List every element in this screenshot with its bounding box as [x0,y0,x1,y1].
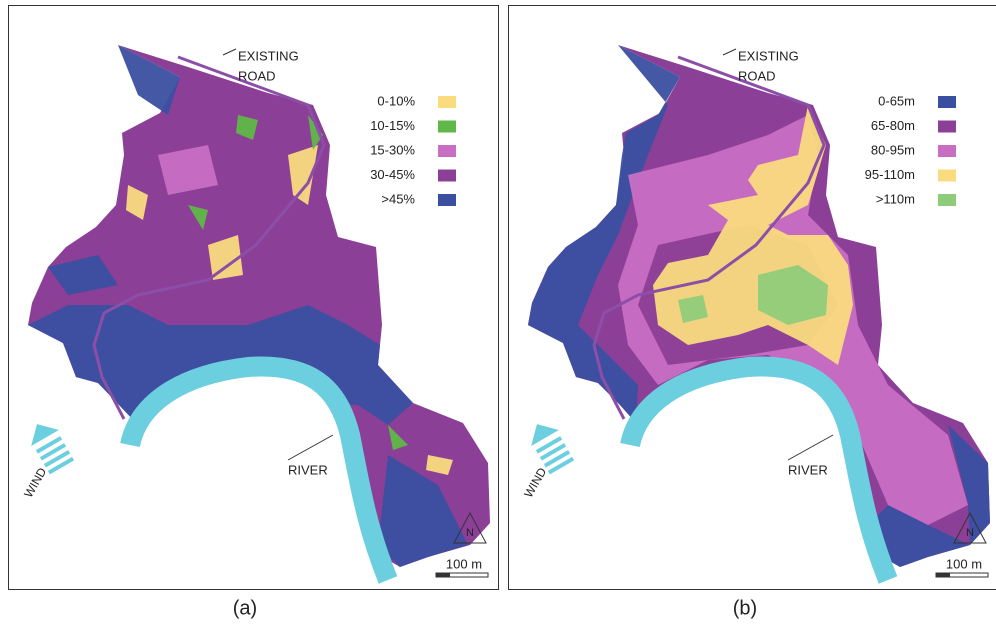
panel-caption: (a) [233,597,257,619]
scale-label: 100 m [946,556,982,571]
legend-label: 95-110m [865,167,915,182]
legend-label: 30-45% [370,167,415,182]
legend-swatch [438,96,456,108]
legend-label: 10-15% [370,118,415,133]
road-label: EXISTING [738,48,799,63]
legend-swatch [938,170,956,182]
river-label: RIVER [788,462,828,477]
legend-label: 15-30% [370,142,415,157]
scale-bar-fill [436,573,450,577]
legend-label: 80-95m [871,142,915,157]
road-label: ROAD [738,68,776,83]
road-label: EXISTING [238,48,299,63]
legend-swatch [438,170,456,182]
river-label: RIVER [288,462,328,477]
scale-bar-fill [936,573,950,577]
legend-swatch [438,145,456,157]
legend-swatch [438,121,456,133]
north-label: N [466,527,474,539]
road-label: ROAD [238,68,276,83]
legend-swatch [438,194,456,206]
figure: EXISTINGROADRIVERWINDN100 m0-10%10-15%15… [0,0,996,629]
legend-label: >45% [381,191,415,206]
legend-label: 0-10% [377,93,415,108]
north-label: N [966,527,974,539]
legend-label: 65-80m [871,118,915,133]
legend-label: 0-65m [878,93,915,108]
legend-label: >110m [876,191,915,206]
legend-swatch [938,194,956,206]
legend-swatch [938,96,956,108]
scale-label: 100 m [446,556,482,571]
panel-caption: (b) [733,597,757,619]
legend-swatch [938,121,956,133]
legend-swatch [938,145,956,157]
